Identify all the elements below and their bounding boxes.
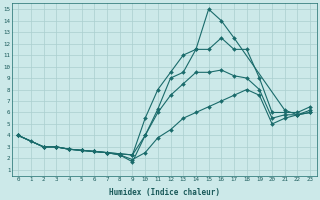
X-axis label: Humidex (Indice chaleur): Humidex (Indice chaleur) [109,188,220,197]
